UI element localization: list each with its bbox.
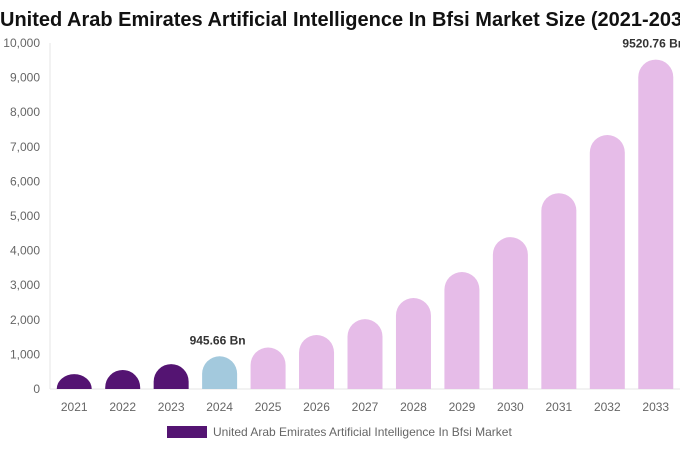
y-tick-label: 4,000 xyxy=(10,244,40,258)
y-tick-label: 0 xyxy=(33,382,40,396)
x-tick-label: 2026 xyxy=(303,400,330,414)
bar-2032 xyxy=(589,135,625,389)
chart-title: United Arab Emirates Artificial Intellig… xyxy=(0,9,680,31)
bar-2021 xyxy=(56,374,92,389)
bar-2022 xyxy=(105,369,141,389)
y-tick-label: 6,000 xyxy=(10,174,40,188)
y-tick-label: 10,000 xyxy=(3,36,40,50)
x-tick-label: 2021 xyxy=(61,400,88,414)
x-tick-label: 2022 xyxy=(109,400,136,414)
x-tick-label: 2029 xyxy=(449,400,476,414)
legend-swatch xyxy=(167,426,207,438)
data-label-2024: 945.66 Bn xyxy=(190,333,246,347)
bar-2033 xyxy=(638,59,674,390)
y-tick-label: 3,000 xyxy=(10,278,40,292)
x-tick-label: 2032 xyxy=(594,400,621,414)
bar-2028 xyxy=(395,298,431,389)
bar-2025 xyxy=(250,347,286,389)
x-tick-label: 2027 xyxy=(352,400,379,414)
y-tick-label: 1,000 xyxy=(10,347,40,361)
data-label-2033: 9520.76 Bn xyxy=(622,37,680,51)
y-tick-label: 8,000 xyxy=(10,105,40,119)
y-tick-label: 5,000 xyxy=(10,209,40,223)
x-tick-label: 2033 xyxy=(642,400,669,414)
legend-label: United Arab Emirates Artificial Intellig… xyxy=(213,425,512,439)
bar-2026 xyxy=(299,335,335,389)
bar-2029 xyxy=(444,272,480,389)
bar-2027 xyxy=(347,319,383,389)
y-tick-label: 7,000 xyxy=(10,140,40,154)
y-tick-label: 9,000 xyxy=(10,71,40,85)
x-tick-label: 2031 xyxy=(545,400,572,414)
bar-2031 xyxy=(541,193,577,389)
x-tick-label: 2028 xyxy=(400,400,427,414)
x-tick-label: 2023 xyxy=(158,400,185,414)
bar-2023 xyxy=(153,364,189,389)
bar-2024 xyxy=(202,356,238,389)
y-tick-label: 2,000 xyxy=(10,313,40,327)
x-tick-label: 2030 xyxy=(497,400,524,414)
x-tick-label: 2025 xyxy=(255,400,282,414)
legend: United Arab Emirates Artificial Intellig… xyxy=(167,425,512,439)
bar-2030 xyxy=(492,237,528,389)
x-tick-label: 2024 xyxy=(206,400,233,414)
